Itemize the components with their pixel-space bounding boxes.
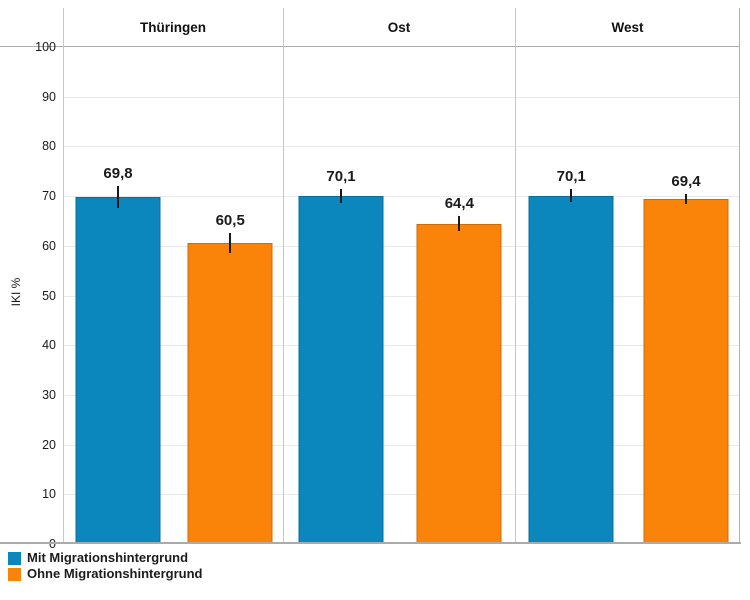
panel-header-row: Thüringen Ost West bbox=[63, 8, 740, 47]
header-separator bbox=[0, 46, 740, 47]
bar-value-label: 69,8 bbox=[103, 165, 133, 183]
gridline bbox=[63, 345, 740, 347]
error-bar bbox=[340, 188, 342, 203]
bar bbox=[643, 199, 729, 544]
y-tick-label: 40 bbox=[42, 338, 56, 353]
panel-title-west: West bbox=[611, 20, 644, 35]
error-bar bbox=[685, 194, 687, 205]
chart-right-border bbox=[739, 8, 740, 544]
y-axis-line bbox=[63, 8, 64, 544]
bar bbox=[298, 195, 384, 544]
bar bbox=[187, 243, 273, 544]
bar bbox=[416, 223, 502, 544]
bar-value-label: 70,1 bbox=[556, 168, 586, 186]
y-tick-label: 30 bbox=[42, 387, 56, 402]
panels: 69,8 60,5 70,1 64,4 70,1 69,4 bbox=[63, 47, 740, 544]
legend-label: Mit Migrationshintergrund bbox=[27, 550, 189, 565]
gridline bbox=[63, 394, 740, 396]
legend-label: Ohne Migrationshintergrund bbox=[27, 566, 203, 581]
legend-item: Ohne Migrationshintergrund bbox=[8, 566, 203, 582]
panel-thueringen: 69,8 60,5 bbox=[63, 47, 283, 544]
bar-value-label: 70,1 bbox=[326, 167, 356, 185]
y-tick-label: 60 bbox=[42, 238, 56, 253]
y-tick-label: 100 bbox=[35, 40, 56, 54]
bar bbox=[75, 197, 161, 544]
gridline bbox=[63, 196, 740, 198]
y-tick-label: 90 bbox=[42, 89, 56, 104]
legend-color-swatch-blue bbox=[8, 551, 21, 565]
panel-divider bbox=[283, 8, 284, 544]
y-tick-label: 70 bbox=[42, 189, 56, 204]
y-axis-tick-labels: 0 10 20 30 40 50 60 70 80 90 100 bbox=[0, 40, 56, 551]
panel-title-ost: Ost bbox=[387, 20, 411, 35]
gridline bbox=[63, 146, 740, 148]
panel-west: 70,1 69,4 bbox=[515, 47, 740, 544]
gridline bbox=[63, 444, 740, 446]
y-tick-label: 10 bbox=[42, 487, 56, 502]
error-bar bbox=[570, 189, 573, 203]
x-axis-line bbox=[0, 542, 741, 544]
error-bar bbox=[117, 186, 119, 209]
plot-area: 69,8 60,5 70,1 64,4 70,1 69,4 bbox=[63, 47, 740, 544]
error-bar bbox=[458, 216, 461, 232]
bar-value-label: 64,4 bbox=[444, 195, 474, 213]
panel-title-thueringen: Thüringen bbox=[140, 20, 206, 35]
panel-divider bbox=[515, 8, 516, 544]
y-tick-label: 80 bbox=[42, 139, 56, 154]
bar bbox=[528, 195, 614, 544]
error-bar bbox=[229, 233, 232, 254]
panel-ost: 70,1 64,4 bbox=[283, 47, 515, 544]
bar-value-label: 69,4 bbox=[671, 173, 701, 191]
legend: Mit Migrationshintergrund Ohne Migration… bbox=[8, 550, 203, 582]
legend-color-swatch-orange bbox=[8, 567, 21, 581]
y-tick-label: 20 bbox=[42, 437, 56, 452]
gridline bbox=[63, 96, 740, 98]
gridline bbox=[63, 245, 740, 247]
bar-value-label: 60,5 bbox=[215, 212, 245, 230]
y-tick-label: 50 bbox=[42, 288, 56, 303]
gridline bbox=[63, 494, 740, 496]
gridline bbox=[63, 295, 740, 297]
y-tick-label: 0 bbox=[49, 537, 56, 551]
legend-item: Mit Migrationshintergrund bbox=[8, 550, 203, 566]
